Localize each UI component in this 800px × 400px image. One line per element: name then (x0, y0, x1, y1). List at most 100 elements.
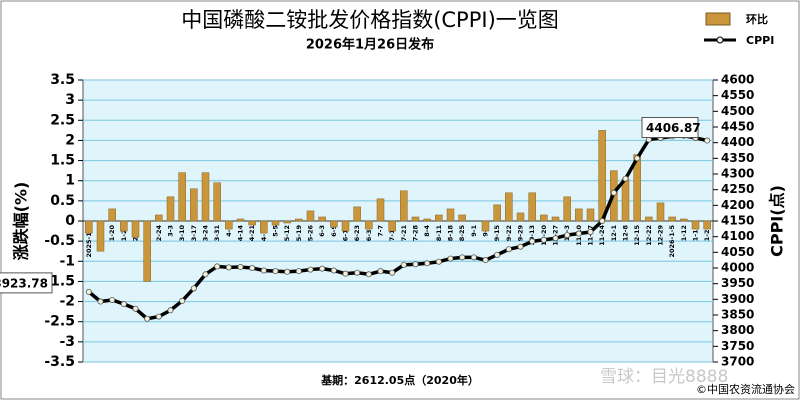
bar (225, 220, 233, 230)
y-tick-label: -3.5 (44, 354, 75, 370)
cppi-marker (400, 261, 407, 268)
x-tick-label: 2025-1-6 (85, 225, 93, 258)
x-tick-label: 5-19 (295, 225, 303, 242)
value-label: 3923.78 (0, 276, 48, 290)
watermark: 雪球：目光8888 (600, 367, 728, 387)
x-tick-label: 5-5 (272, 225, 280, 237)
bar (458, 214, 466, 222)
x-tick-label: 5-26 (307, 225, 315, 242)
bar (365, 220, 373, 230)
x-tick-label: 10-13 (528, 225, 536, 246)
cppi-marker (319, 265, 326, 272)
base-note: 基期：2612.05点（2020年） (320, 373, 479, 387)
x-tick-label: 11-24 (598, 225, 606, 246)
x-tick-label: 8-18 (447, 225, 455, 242)
x-tick-label: 12-29 (657, 225, 665, 246)
x-tick-label: 1-20 (108, 225, 116, 242)
bar (551, 216, 560, 222)
x-tick-label: 3-24 (202, 225, 210, 242)
cppi-marker (634, 155, 641, 162)
cppi-marker (412, 261, 419, 268)
cppi-marker (120, 301, 127, 308)
bar (178, 172, 186, 222)
x-tick-label: 7-14 (388, 225, 396, 242)
bar (166, 196, 175, 222)
legend: 环比 CPPI (704, 12, 774, 47)
y2-tick-label: 4550 (721, 88, 754, 102)
cppi-marker (365, 271, 372, 278)
cppi-marker (505, 246, 512, 253)
x-tick-label: 4-21 (248, 225, 256, 242)
x-tick-label: 7-21 (400, 225, 408, 242)
cppi-marker (517, 243, 524, 250)
y2-tick-label: 4500 (721, 104, 754, 118)
y-tick-label: 1 (65, 173, 75, 189)
cppi-marker (494, 251, 501, 258)
bar (493, 204, 501, 222)
cppi-marker (529, 238, 536, 245)
x-tick-label: 12-22 (645, 225, 653, 246)
y2-tick-label: 3800 (721, 323, 754, 337)
cppi-marker (389, 269, 396, 276)
y-tick-label: 1.5 (50, 153, 75, 169)
y-tick-label: -2 (59, 294, 75, 310)
bar (96, 220, 105, 252)
bar (575, 208, 583, 222)
x-tick-label: 1-19 (692, 225, 700, 242)
cppi-marker (564, 232, 571, 239)
y-tick-label: 3.5 (50, 72, 75, 88)
bar (656, 202, 665, 222)
chart-title: 中国磷酸二铵批发价格指数(CPPI)一览图 (181, 8, 559, 32)
cppi-marker (167, 307, 174, 314)
cppi-marker (540, 236, 547, 243)
x-tick-label: 4-14 (237, 225, 245, 242)
y2-tick-label: 4200 (721, 198, 754, 212)
bar (668, 216, 676, 222)
bar (271, 220, 280, 226)
cppi-marker (377, 268, 384, 275)
y2-tick-label: 4300 (721, 167, 754, 181)
cppi-marker (214, 263, 221, 270)
cppi-marker (342, 270, 349, 277)
cppi-marker (97, 298, 104, 305)
bar (120, 220, 128, 232)
cppi-marker (109, 296, 116, 303)
x-tick-label: 3-3 (167, 225, 175, 237)
cppi-marker (179, 297, 186, 304)
copyright: ©中国农资流通协会 (696, 382, 795, 396)
bar (516, 212, 525, 222)
x-tick-label: 12-15 (633, 225, 641, 246)
x-tick-label: 5-12 (283, 225, 291, 241)
bar (108, 208, 116, 222)
cppi-marker (447, 255, 454, 262)
y2-tick-label: 4350 (721, 151, 754, 165)
cppi-marker (424, 260, 431, 267)
bar (680, 218, 688, 222)
bar (388, 220, 396, 232)
cppi-marker (202, 271, 209, 278)
y2-tick-label: 3750 (721, 339, 754, 353)
cppi-marker (622, 175, 629, 182)
bar (306, 210, 315, 222)
bar (190, 188, 198, 222)
cppi-marker (307, 266, 314, 273)
bar (318, 216, 326, 222)
cppi-marker (482, 257, 489, 264)
x-tick-label: 2026-1-5 (668, 225, 676, 258)
x-tick-label: 10-20 (540, 225, 548, 246)
bar (540, 214, 548, 222)
cppi-marker (552, 235, 559, 242)
x-tick-label: 6-30 (365, 225, 373, 242)
cppi-marker (435, 258, 442, 265)
bar (703, 220, 711, 230)
cppi-marker (272, 268, 279, 275)
cppi-marker (295, 268, 302, 275)
y-tick-label: 3 (65, 92, 75, 108)
cppi-marker (575, 230, 582, 237)
bar (236, 218, 245, 222)
y-axis-label: 涨跌幅(%) (12, 182, 31, 261)
value-label-box (641, 117, 699, 139)
bar (330, 220, 338, 228)
x-tick-label: 1-12 (680, 225, 688, 241)
